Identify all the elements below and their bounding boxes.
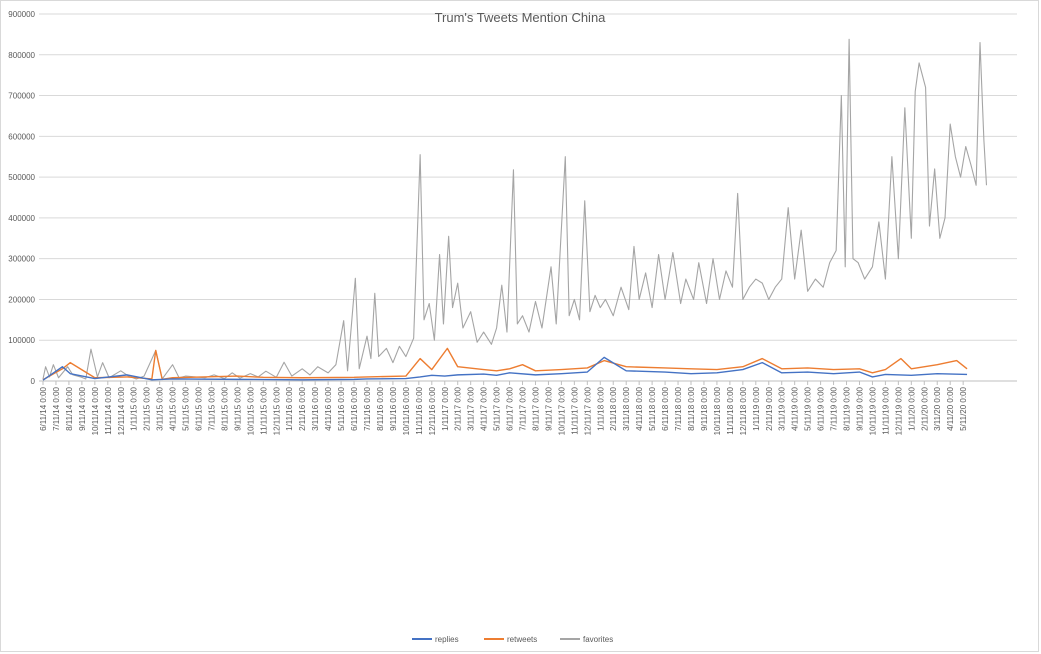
x-tick-label: 2/11/20 0:00 bbox=[920, 386, 929, 430]
x-tick-label: 6/11/16 0:00 bbox=[350, 386, 359, 430]
x-tick-label: 5/11/20 0:00 bbox=[959, 386, 968, 430]
x-tick-label: 6/11/17 0:00 bbox=[506, 386, 515, 430]
x-tick-label: 3/11/15 0:00 bbox=[156, 386, 165, 430]
x-tick-label: 10/11/18 0:00 bbox=[713, 386, 722, 435]
x-tick-label: 8/11/14 0:00 bbox=[65, 386, 74, 430]
x-tick-label: 9/11/14 0:00 bbox=[78, 386, 87, 430]
x-tick-label: 10/11/16 0:00 bbox=[402, 386, 411, 435]
x-tick-label: 1/11/19 0:00 bbox=[752, 386, 761, 430]
x-tick-label: 9/11/19 0:00 bbox=[855, 386, 864, 430]
x-tick-label: 12/11/17 0:00 bbox=[583, 386, 592, 435]
x-tick-label: 4/11/19 0:00 bbox=[791, 386, 800, 430]
x-tick-label: 5/11/17 0:00 bbox=[493, 386, 502, 430]
y-tick-label: 300000 bbox=[8, 255, 35, 264]
x-tick-label: 1/11/18 0:00 bbox=[596, 386, 605, 430]
x-tick-label: 11/11/17 0:00 bbox=[570, 386, 579, 434]
x-tick-label: 6/11/14 0:00 bbox=[39, 386, 48, 430]
x-tick-label: 2/11/19 0:00 bbox=[765, 386, 774, 430]
x-tick-label: 7/11/17 0:00 bbox=[519, 386, 528, 430]
x-tick-label: 9/11/15 0:00 bbox=[233, 386, 242, 430]
x-tick-label: 9/11/16 0:00 bbox=[389, 386, 398, 430]
y-tick-label: 800000 bbox=[8, 51, 35, 60]
y-tick-label: 700000 bbox=[8, 92, 35, 101]
series-line-retweets bbox=[42, 347, 968, 381]
x-tick-label: 1/11/15 0:00 bbox=[130, 386, 139, 430]
x-tick-label: 2/11/15 0:00 bbox=[143, 386, 152, 430]
x-tick-label: 2/11/17 0:00 bbox=[454, 386, 463, 430]
x-tick-label: 7/11/18 0:00 bbox=[674, 386, 683, 430]
x-tick-label: 10/11/15 0:00 bbox=[246, 386, 255, 435]
x-tick-label: 9/11/17 0:00 bbox=[544, 386, 553, 430]
x-tick-label: 6/11/19 0:00 bbox=[817, 386, 826, 430]
y-tick-label: 600000 bbox=[8, 132, 35, 141]
x-tick-label: 10/11/17 0:00 bbox=[557, 386, 566, 435]
x-tick-label: 11/11/15 0:00 bbox=[259, 386, 268, 434]
x-tick-label: 8/11/17 0:00 bbox=[531, 386, 540, 430]
x-tick-label: 12/11/14 0:00 bbox=[117, 386, 126, 435]
x-tick-label: 7/11/19 0:00 bbox=[830, 386, 839, 430]
x-tick-label: 2/11/18 0:00 bbox=[609, 386, 618, 430]
x-tick-label: 10/11/19 0:00 bbox=[868, 386, 877, 435]
x-tick-label: 11/11/16 0:00 bbox=[415, 386, 424, 434]
series-line-replies bbox=[42, 356, 968, 381]
x-tick-label: 4/11/17 0:00 bbox=[480, 386, 489, 430]
y-tick-label: 400000 bbox=[8, 214, 35, 223]
x-tick-label: 8/11/19 0:00 bbox=[843, 386, 852, 430]
x-tick-label: 5/11/18 0:00 bbox=[648, 386, 657, 430]
gridlines bbox=[39, 13, 1017, 341]
y-tick-label: 0 bbox=[31, 377, 36, 386]
x-tick-label: 5/11/19 0:00 bbox=[804, 386, 813, 430]
x-tick-label: 4/11/20 0:00 bbox=[946, 386, 955, 430]
x-tick-label: 1/11/16 0:00 bbox=[285, 386, 294, 430]
x-tick-label: 1/11/20 0:00 bbox=[907, 386, 916, 430]
x-tick-label: 6/11/15 0:00 bbox=[195, 386, 204, 430]
y-tick-label: 100000 bbox=[8, 336, 35, 345]
axes: 0 100000 200000 300000 400000 500000 600000 700… bbox=[8, 10, 1017, 435]
x-tick-label: 1/11/17 0:00 bbox=[441, 386, 450, 430]
legend-label-favorites: favorites bbox=[583, 635, 613, 644]
x-tick-label: 9/11/18 0:00 bbox=[700, 386, 709, 430]
legend: replies retweets favorites bbox=[412, 635, 613, 644]
legend-label-replies: replies bbox=[435, 635, 459, 644]
x-tick-label: 4/11/18 0:00 bbox=[635, 386, 644, 430]
x-tick-label: 11/11/18 0:00 bbox=[726, 386, 735, 434]
y-tick-label: 500000 bbox=[8, 173, 35, 182]
x-tick-label: 8/11/18 0:00 bbox=[687, 386, 696, 430]
x-tick-label: 7/11/16 0:00 bbox=[363, 386, 372, 430]
x-tick-label: 2/11/16 0:00 bbox=[298, 386, 307, 430]
x-tick-label: 3/11/20 0:00 bbox=[933, 386, 942, 430]
x-tick-label: 3/11/19 0:00 bbox=[778, 386, 787, 430]
x-tick-label: 3/11/18 0:00 bbox=[622, 386, 631, 430]
x-tick-label: 12/11/16 0:00 bbox=[428, 386, 437, 435]
legend-label-retweets: retweets bbox=[507, 635, 537, 644]
x-tick-label: 3/11/17 0:00 bbox=[467, 386, 476, 430]
series-line-favorites bbox=[42, 38, 988, 380]
x-tick-label: 7/11/14 0:00 bbox=[52, 386, 61, 430]
x-tick-label: 5/11/16 0:00 bbox=[337, 386, 346, 430]
y-tick-label: 200000 bbox=[8, 295, 35, 304]
x-tick-label: 4/11/16 0:00 bbox=[324, 386, 333, 430]
x-tick-label: 11/11/14 0:00 bbox=[104, 386, 113, 434]
x-tick-label: 4/11/15 0:00 bbox=[169, 386, 178, 430]
x-tick-label: 12/11/18 0:00 bbox=[739, 386, 748, 435]
chart-title: Trum's Tweets Mention China bbox=[435, 10, 607, 25]
x-tick-label: 8/11/16 0:00 bbox=[376, 386, 385, 430]
x-tick-label: 6/11/18 0:00 bbox=[661, 386, 670, 430]
x-tick-label: 12/11/15 0:00 bbox=[272, 386, 281, 435]
x-tick-label: 5/11/15 0:00 bbox=[182, 386, 191, 430]
series-lines bbox=[42, 38, 988, 381]
x-tick-label: 7/11/15 0:00 bbox=[207, 386, 216, 430]
x-tick-label: 11/11/19 0:00 bbox=[881, 386, 890, 434]
x-tick-label: 10/11/14 0:00 bbox=[91, 386, 100, 435]
x-tick-label: 8/11/15 0:00 bbox=[220, 386, 229, 430]
y-tick-label: 900000 bbox=[8, 10, 35, 19]
x-tick-label: 12/11/19 0:00 bbox=[894, 386, 903, 435]
x-tick-label: 3/11/16 0:00 bbox=[311, 386, 320, 430]
